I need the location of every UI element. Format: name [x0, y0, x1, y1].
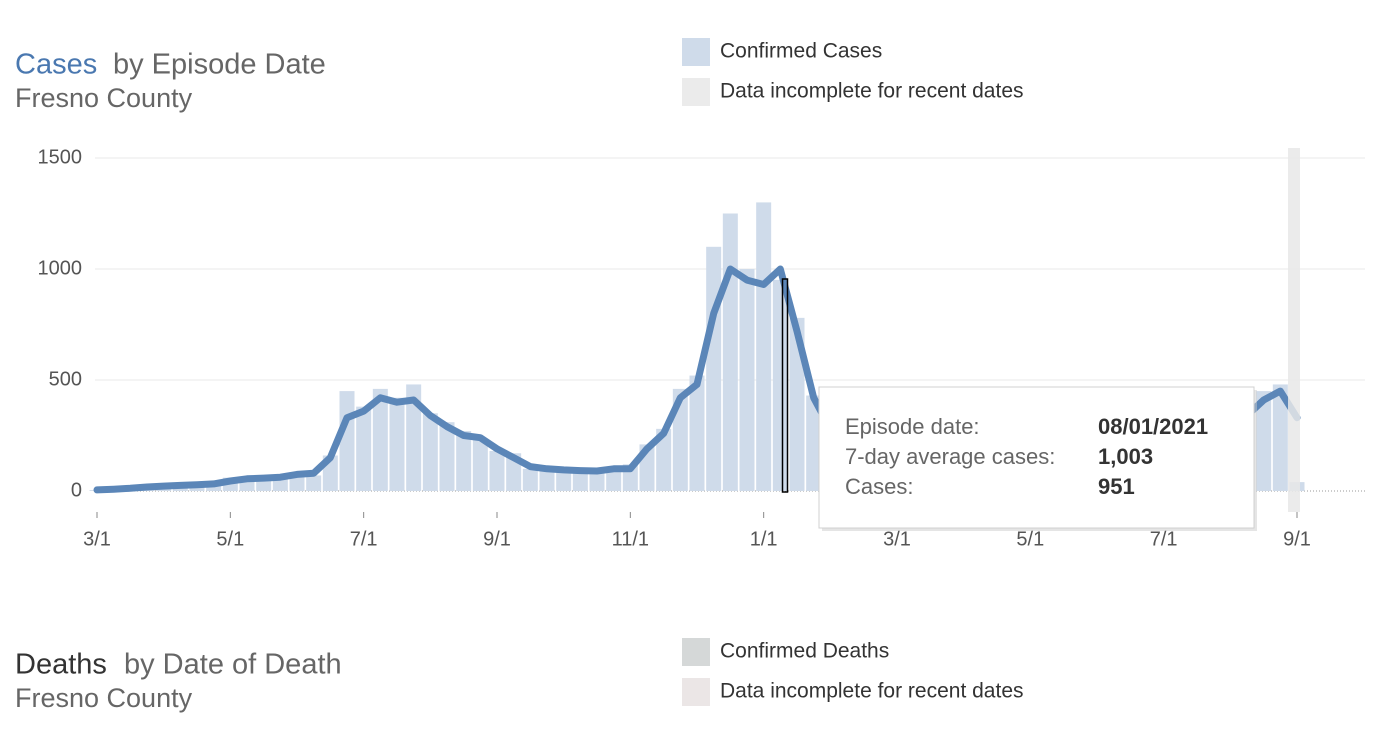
incomplete-band — [1288, 148, 1300, 512]
legend-label: Confirmed Cases — [720, 40, 882, 63]
chart-title: Cases — [15, 49, 97, 81]
bar — [422, 413, 438, 491]
tooltip-label: Cases: — [845, 474, 913, 499]
bar — [1272, 384, 1288, 491]
y-tick-label: 0 — [71, 479, 82, 501]
x-tick-label: 1/1 — [750, 528, 778, 550]
bar — [389, 397, 405, 491]
legend-swatch — [682, 678, 710, 706]
bar — [356, 406, 372, 491]
x-tick-label: 9/1 — [1283, 528, 1311, 550]
deaths-title-suffix: by Date of Death — [124, 649, 342, 681]
legends: Confirmed Cases Data incomplete for recen… — [682, 38, 1024, 706]
legend-label: Confirmed Deaths — [720, 640, 889, 663]
bar — [489, 451, 505, 491]
bar — [756, 202, 772, 491]
x-tick-label: 5/1 — [216, 528, 244, 550]
x-tick-label: 7/1 — [350, 528, 378, 550]
bar — [272, 478, 288, 491]
bar — [206, 484, 222, 491]
bar — [672, 388, 688, 491]
y-tick-label: 1500 — [38, 146, 83, 168]
legend-swatch — [682, 78, 710, 106]
x-tick-label: 9/1 — [483, 528, 511, 550]
legend-label: Data incomplete for recent dates — [720, 680, 1024, 703]
tooltip-label: Episode date: — [845, 414, 980, 439]
bar — [522, 468, 538, 491]
chart-title-suffix: by Episode Date — [113, 49, 326, 81]
bar — [556, 471, 572, 491]
tooltip-box — [818, 386, 1255, 529]
legend-swatch — [682, 38, 710, 66]
bar — [539, 466, 555, 491]
y-tick-label: 500 — [49, 368, 82, 390]
tooltip-value: 1,003 — [1098, 444, 1153, 469]
bar — [339, 391, 355, 491]
chart-subtitle: Fresno County — [15, 83, 193, 113]
x-tick-label: 3/1 — [883, 528, 911, 550]
highlight-bar — [781, 278, 789, 493]
bar — [306, 475, 322, 491]
bar — [589, 472, 605, 491]
bar — [572, 468, 588, 491]
bar — [789, 317, 805, 491]
bar — [739, 269, 755, 491]
bar — [806, 395, 822, 491]
bar — [472, 439, 488, 491]
bar — [456, 431, 472, 491]
bar — [656, 428, 672, 491]
bar — [706, 246, 722, 491]
bar — [772, 279, 788, 491]
tooltip-value: 08/01/2021 — [1098, 414, 1208, 439]
x-tick-label: 7/1 — [1150, 528, 1178, 550]
bar — [406, 384, 422, 491]
x-tick-label: 3/1 — [83, 528, 111, 550]
tooltip-label: 7-day average cases: — [845, 444, 1055, 469]
y-tick-label: 1000 — [38, 257, 83, 279]
legend-swatch — [682, 638, 710, 666]
legend-label: Data incomplete for recent dates — [720, 80, 1024, 103]
bar — [239, 479, 255, 491]
deaths-subtitle: Fresno County — [15, 683, 193, 713]
x-tick-label: 5/1 — [1016, 528, 1044, 550]
tooltip-value: 951 — [1098, 474, 1135, 499]
bar — [722, 213, 738, 491]
x-tick-label: 11/1 — [612, 528, 649, 550]
bar — [689, 375, 705, 491]
bar — [439, 422, 455, 491]
bar — [372, 388, 388, 491]
bar — [1256, 391, 1272, 491]
tooltip: Episode date: 08/01/2021 7-day average cas… — [818, 386, 1257, 531]
tooltip-rows: Episode date: 08/01/2021 7-day average cas… — [845, 414, 1208, 499]
deaths-title: Deaths — [15, 649, 107, 681]
